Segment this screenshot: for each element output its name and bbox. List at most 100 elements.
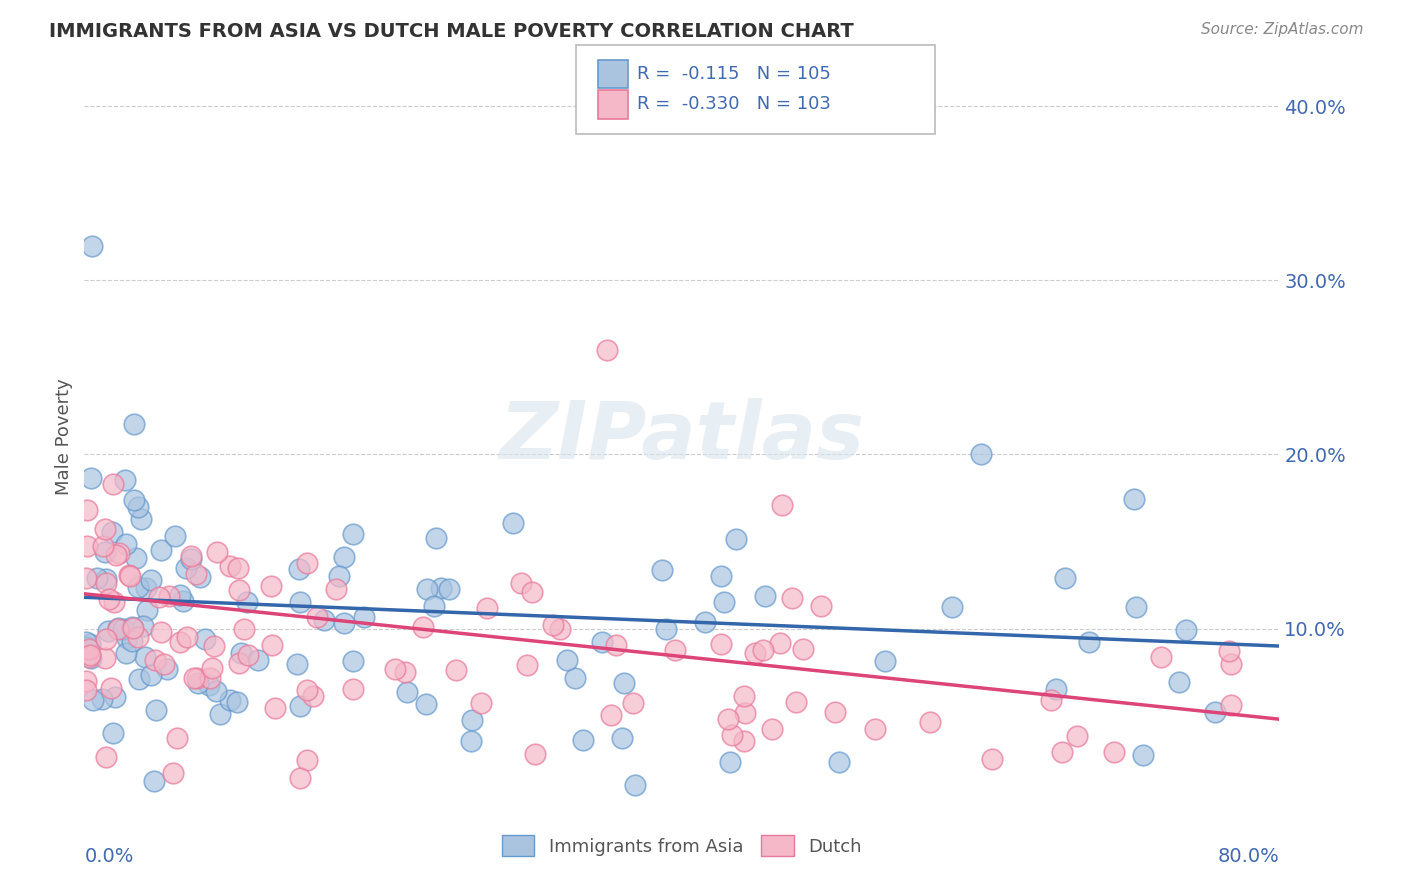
Point — [394, 665, 416, 680]
Point — [112, 623, 135, 637]
Point — [135, 603, 157, 617]
Point — [103, 594, 125, 608]
Point — [135, 581, 157, 595]
Point — [302, 689, 325, 703]
Point — [918, 714, 941, 729]
Point — [97, 624, 120, 638]
Point — [288, 698, 311, 713]
Point — [733, 689, 755, 703]
Point — [1078, 634, 1101, 648]
Point — [238, 648, 260, 663]
Point — [564, 671, 586, 685]
Point — [325, 582, 347, 597]
Point — [288, 595, 311, 609]
Point — [159, 590, 181, 604]
Point — [232, 622, 254, 636]
Point — [430, 581, 453, 595]
Point — [105, 549, 128, 563]
Text: 0.0%: 0.0% — [84, 847, 134, 866]
Point — [169, 588, 191, 602]
Point — [260, 579, 283, 593]
Point — [824, 706, 846, 720]
Point — [229, 646, 252, 660]
Point — [180, 549, 202, 563]
Point — [94, 572, 117, 586]
Point — [769, 636, 792, 650]
Point — [201, 661, 224, 675]
Point — [780, 591, 803, 605]
Point — [226, 561, 249, 575]
Point — [128, 672, 150, 686]
Point — [828, 756, 851, 770]
Point — [713, 595, 735, 609]
Point — [288, 561, 311, 575]
Point — [1102, 745, 1125, 759]
Point — [202, 639, 225, 653]
Point — [145, 703, 167, 717]
Point — [184, 567, 207, 582]
Point — [1218, 643, 1240, 657]
Point — [1050, 745, 1073, 759]
Point — [169, 635, 191, 649]
Point — [332, 550, 354, 565]
Point — [163, 529, 186, 543]
Point — [810, 599, 832, 614]
Point — [80, 238, 103, 252]
Point — [156, 662, 179, 676]
Point — [295, 753, 318, 767]
Point — [121, 620, 143, 634]
Point — [591, 635, 613, 649]
Point — [121, 634, 143, 648]
Point — [524, 747, 547, 762]
Point — [970, 448, 993, 462]
Point — [76, 539, 98, 553]
Point — [94, 545, 117, 559]
Point — [117, 631, 139, 645]
Point — [183, 671, 205, 685]
Point — [122, 493, 145, 508]
Point — [198, 672, 221, 686]
Point — [342, 681, 364, 696]
Point — [596, 343, 619, 357]
Point — [873, 655, 896, 669]
Point — [752, 643, 775, 657]
Point — [509, 575, 531, 590]
Point — [82, 692, 104, 706]
Point — [295, 683, 318, 698]
Point — [108, 546, 131, 560]
Point — [204, 684, 226, 698]
Point — [288, 771, 311, 785]
Point — [1204, 705, 1226, 719]
Point — [218, 559, 240, 574]
Point — [1150, 649, 1173, 664]
Text: R =  -0.330   N = 103: R = -0.330 N = 103 — [637, 95, 831, 113]
Point — [127, 630, 149, 644]
Point — [342, 654, 364, 668]
Point — [412, 619, 434, 633]
Point — [1132, 748, 1154, 763]
Point — [710, 637, 733, 651]
Point — [623, 696, 645, 710]
Point — [470, 696, 492, 710]
Point — [655, 622, 678, 636]
Point — [314, 613, 336, 627]
Point — [693, 615, 716, 630]
Point — [1045, 682, 1067, 697]
Text: Source: ZipAtlas.com: Source: ZipAtlas.com — [1201, 22, 1364, 37]
Point — [1220, 698, 1243, 713]
Point — [724, 532, 747, 546]
Point — [1053, 571, 1076, 585]
Point — [384, 662, 406, 676]
Point — [1123, 492, 1146, 507]
Point — [122, 621, 145, 635]
Point — [734, 706, 756, 720]
Point — [605, 638, 627, 652]
Point — [600, 708, 623, 723]
Point — [76, 640, 98, 655]
Point — [75, 682, 97, 697]
Point — [120, 568, 142, 582]
Point — [80, 471, 103, 485]
Text: IMMIGRANTS FROM ASIA VS DUTCH MALE POVERTY CORRELATION CHART: IMMIGRANTS FROM ASIA VS DUTCH MALE POVER… — [49, 22, 853, 41]
Point — [142, 774, 165, 789]
Point — [624, 778, 647, 792]
